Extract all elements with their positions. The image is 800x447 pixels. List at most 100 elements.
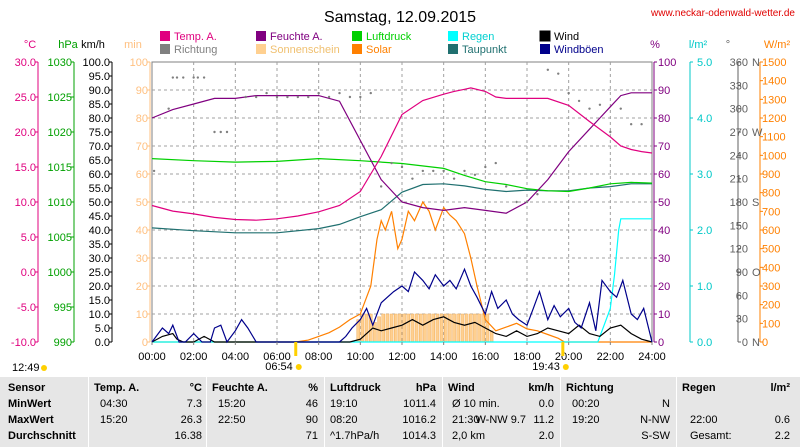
- sunshine-bar-23: [452, 313, 456, 343]
- axis-label-solar-5: 500: [762, 244, 780, 256]
- legend-swatch-1: [256, 31, 266, 41]
- axis-label-sun_min-10: 100: [130, 57, 148, 69]
- direction-point-36: [504, 185, 508, 188]
- axis-label-humidity-4: 40: [658, 225, 670, 237]
- sunshine-bar-17: [427, 313, 431, 343]
- direction-point-39: [536, 193, 539, 196]
- axis-label-wind-20: 100.0: [82, 57, 110, 69]
- axis-label-sun_min-0: 0: [142, 337, 148, 349]
- col-header-rain-unit: l/m²: [770, 382, 790, 394]
- x-label-5: 10:00: [347, 351, 375, 363]
- series-line-temp-a-: [151, 87, 653, 221]
- legend-label-5: Richtung: [174, 44, 217, 56]
- axis-label-temp-2: 0.0: [21, 267, 36, 279]
- sunshine-bar-13: [410, 313, 415, 343]
- direction-point-13: [265, 91, 268, 95]
- daylength-sun-icon: [41, 365, 47, 371]
- direction-point-41: [557, 72, 560, 75]
- axis-label-wind-3: 15.0: [89, 295, 110, 307]
- axis-label-pressure-1: 995: [54, 302, 72, 314]
- direction-point-16: [296, 95, 300, 99]
- stats-cell-temp-time: 04:30: [100, 398, 128, 410]
- axis-label-sun_min-7: 70: [136, 141, 148, 153]
- axis-label-wind-18: 90.0: [89, 85, 110, 97]
- sunshine-bar-7: [385, 313, 390, 343]
- axis-label-direction-1: 30: [736, 314, 748, 326]
- direction-point-42: [567, 91, 570, 95]
- direction-point-33: [473, 173, 477, 176]
- legend-swatch-7: [352, 44, 362, 54]
- sunshine-bar-11: [402, 313, 406, 343]
- legend-label-9: Windböen: [554, 44, 604, 56]
- axis-label-pressure-7: 1025: [48, 92, 72, 104]
- legend-label-8: Taupunkt: [462, 44, 507, 56]
- stats-cell-hum-val: 71: [305, 430, 318, 442]
- sunshine-bar-12: [406, 313, 410, 343]
- stats-table: Sensor Temp. A. °C Feuchte A. % Luftdruc…: [0, 377, 800, 447]
- axis-label-humidity-7: 70: [658, 141, 670, 153]
- direction-point-28: [421, 169, 425, 173]
- stats-cell-temp-val: 16.38: [174, 430, 202, 442]
- col-header-direction: Richtung: [566, 382, 614, 394]
- direction-point-23: [369, 91, 372, 95]
- sunshine-bar-29: [477, 313, 481, 343]
- sunshine-bar-14: [414, 313, 419, 343]
- axis-unit-direction: °: [726, 39, 730, 51]
- legend-label-6: Sonnenschein: [270, 44, 340, 56]
- sunshine-bar-10: [398, 313, 402, 343]
- x-label-1: 02:00: [180, 351, 208, 363]
- axis-label-pressure-4: 1010: [48, 197, 72, 209]
- axis-label-direction-10: 300: [730, 104, 748, 116]
- axis-label-solar-7: 700: [762, 206, 780, 218]
- stats-cell-press-val: 1016.2: [402, 414, 436, 426]
- direction-point-15: [286, 95, 289, 99]
- direction-point-21: [348, 95, 352, 99]
- axis-label-wind-12: 60.0: [89, 169, 110, 181]
- axis-label-direction-8: 240: [730, 150, 748, 162]
- axis-label-temp-3: 5.0: [21, 232, 36, 244]
- legend-label-4: Wind: [554, 31, 579, 43]
- axis-label-humidity-6: 60: [658, 169, 670, 181]
- stats-cell-press-val: 1014.3: [402, 430, 436, 442]
- col-header-wind-unit: km/h: [528, 382, 554, 394]
- sunset-sun-icon: [562, 364, 569, 370]
- x-label-7: 14:00: [430, 351, 458, 363]
- sunshine-bar-28: [473, 313, 477, 343]
- direction-point-2: [171, 76, 175, 79]
- direction-point-19: [327, 95, 331, 99]
- sunshine-bar-4: [373, 322, 377, 343]
- direction-point-3: [175, 76, 179, 79]
- legend-swatch-9: [540, 44, 550, 54]
- axis-label-sun_min-3: 30: [136, 253, 148, 265]
- x-label-8: 16:00: [472, 351, 500, 363]
- sunshine-bar-15: [419, 313, 423, 343]
- axis-label-wind-2: 10.0: [89, 309, 110, 321]
- axis-label-direction-5: 150: [730, 220, 748, 232]
- axis-label-solar-9: 900: [762, 169, 780, 181]
- direction-point-14: [275, 95, 279, 99]
- axis-label-humidity-8: 80: [658, 113, 670, 125]
- legend-swatch-6: [256, 44, 266, 54]
- axis-label-pressure-5: 1015: [48, 162, 72, 174]
- col-header-wind: Wind: [448, 382, 475, 394]
- stats-cell-hum-time: 22:50: [218, 414, 246, 426]
- axis-unit-wind: km/h: [81, 39, 105, 51]
- col-header-pressure: Luftdruck: [330, 382, 381, 394]
- series-line-solar: [152, 200, 652, 343]
- axis-label-wind-5: 25.0: [89, 267, 110, 279]
- sunrise-sun-icon: [295, 364, 302, 370]
- axis-label-humidity-1: 10: [658, 309, 670, 321]
- direction-point-20: [338, 91, 341, 95]
- col-header-humidity-unit: %: [308, 382, 318, 394]
- axis-label-sun_min-5: 50: [136, 197, 148, 209]
- direction-point-32: [463, 169, 466, 173]
- stats-cell-wind-val: 0.0: [538, 398, 554, 410]
- axis-unit-humidity: %: [650, 39, 660, 51]
- axis-label-rain-3: 3.0: [697, 169, 712, 181]
- axis-label-solar-12: 1200: [762, 113, 786, 125]
- direction-point-24: [379, 185, 383, 188]
- axis-label-solar-1: 100: [762, 318, 780, 330]
- axis-label-wind-6: 30.0: [89, 253, 110, 265]
- sunshine-bar-24: [456, 313, 460, 343]
